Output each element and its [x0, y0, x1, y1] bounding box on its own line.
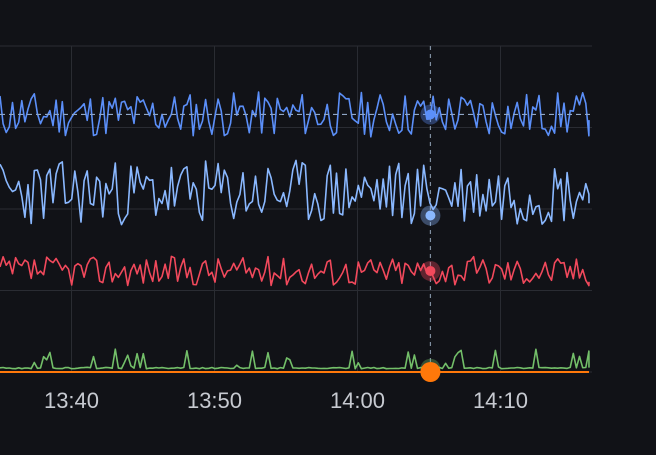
hover-marker-s2: [425, 210, 436, 221]
hover-marker-s3: [425, 265, 436, 276]
x-tick-label: 14:10: [473, 388, 528, 413]
series-line-s3: [0, 255, 590, 287]
x-tick-label: 13:50: [187, 388, 242, 413]
x-tick-label: 13:40: [44, 388, 99, 413]
series-line-s1: [0, 91, 590, 138]
x-tick-label: 14:00: [330, 388, 385, 413]
series-line-s2: [0, 159, 590, 226]
hover-marker-s5: [422, 364, 439, 380]
hover-marker-s1: [425, 109, 436, 120]
series-line-s4: [0, 348, 590, 370]
